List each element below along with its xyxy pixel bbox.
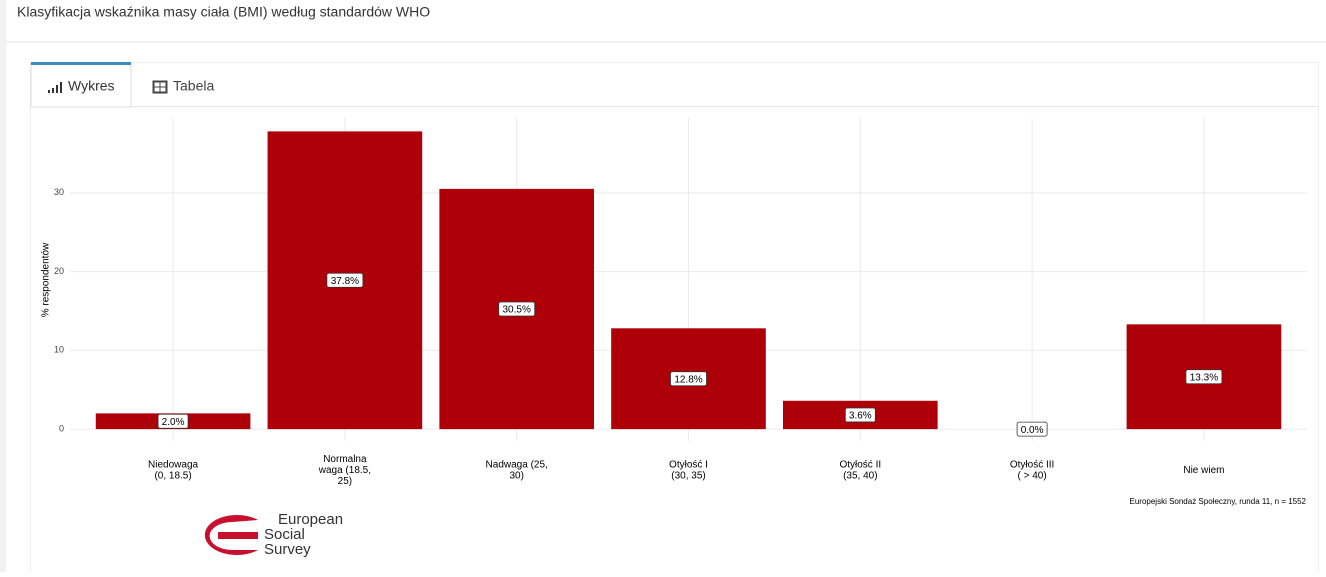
y-tick-label: 20 — [54, 266, 64, 276]
value-label: 3.6% — [849, 411, 872, 422]
value-label-box — [498, 301, 536, 317]
y-tick-label: 10 — [54, 345, 64, 355]
caption: Europejski Sondaż Społeczny, runda 11, n… — [1130, 497, 1307, 506]
logo: European Social Survey — [204, 511, 343, 558]
side-strip — [0, 0, 6, 572]
logo-text: Survey — [264, 541, 311, 558]
value-label: 0.0% — [1021, 425, 1044, 436]
x-tick-label: Otyłość II (35, 40) — [839, 459, 881, 481]
x-tick-label: Nie wiem — [1183, 465, 1224, 476]
table-icon — [152, 80, 168, 94]
tab-active[interactable] — [30, 62, 132, 108]
value-label-box — [1185, 369, 1223, 385]
x-tick-label: Normalna waga (18.5, 25) — [318, 454, 371, 487]
value-label: 30.5% — [503, 305, 531, 316]
panel — [30, 62, 1319, 577]
value-label: 13.3% — [1190, 372, 1218, 383]
x-tick-label: Nadwaga (25, 30) — [486, 459, 548, 481]
tab[interactable]: Wykres — [68, 78, 115, 94]
y-tick-label: 30 — [54, 187, 64, 197]
value-label-box — [326, 272, 364, 288]
value-label-box — [1016, 421, 1048, 437]
x-tick-label: Otyłość III( > 40) — [1010, 459, 1054, 481]
x-tick-label: Niedowaga (0, 18.5) — [148, 459, 198, 481]
bars-icon — [48, 82, 62, 93]
value-label-box — [157, 413, 189, 429]
tab-indicator — [31, 62, 131, 65]
plot: 0 10 20 30 Niedowaga (0, 18.5) 2.0% Normalna wag… — [54, 118, 1307, 487]
value-label-box — [670, 371, 707, 387]
tab[interactable]: Tabela — [173, 78, 214, 94]
y-axis-label: % respondentów — [41, 242, 52, 317]
value-label-box — [844, 407, 876, 423]
value-label: 2.0% — [162, 417, 185, 428]
y-tick-label: 0 — [59, 423, 64, 433]
page-title: Klasyfikacja wskaźnika masy ciała (BMI) … — [17, 4, 430, 20]
value-label: 12.8% — [674, 374, 702, 385]
value-label: 37.8% — [331, 276, 359, 287]
logo-text: Social — [264, 526, 305, 543]
logo-text: European — [278, 511, 343, 528]
x-tick-label: Otyłość I (30, 35) — [669, 459, 708, 481]
